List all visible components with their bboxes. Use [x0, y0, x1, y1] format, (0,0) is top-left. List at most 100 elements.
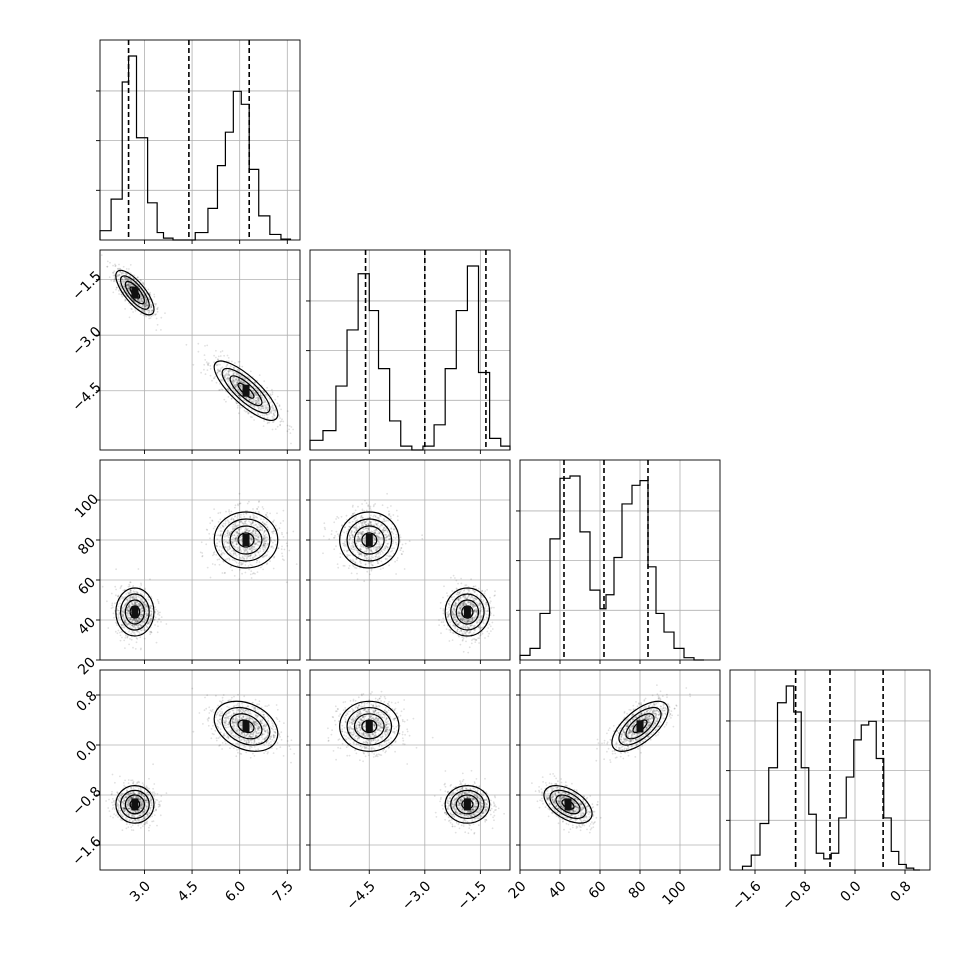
scatter-point	[273, 414, 276, 417]
scatter-point	[129, 284, 132, 287]
scatter-point	[254, 394, 256, 396]
scatter-point	[236, 381, 239, 384]
scatter-point	[140, 289, 142, 291]
scatter-point	[457, 612, 460, 615]
scatter-point	[231, 378, 234, 380]
scatter-point	[257, 399, 260, 402]
hist-1-steps	[309, 265, 511, 451]
scatter-point	[150, 315, 153, 318]
scatter-point	[453, 609, 456, 611]
scatter-point	[249, 403, 252, 405]
scatter-point	[238, 553, 240, 555]
hist-3-steps	[741, 685, 920, 871]
scatter-point	[461, 618, 464, 621]
scatter-point	[146, 310, 149, 312]
scatter-point	[352, 526, 355, 529]
scatter-point	[457, 599, 460, 602]
scatter-point	[224, 535, 226, 538]
scatter-point	[132, 299, 135, 302]
scatter-point	[136, 620, 139, 622]
scatter-point	[215, 364, 218, 367]
scatter-point	[256, 526, 258, 529]
scatter-point	[376, 547, 379, 549]
scatter-point	[244, 571, 247, 574]
scatter-point	[367, 504, 370, 507]
scatter-point	[252, 557, 254, 560]
pair-0-1-contour-0-2	[124, 280, 146, 305]
scatter-point	[488, 623, 491, 626]
scatter-point	[373, 535, 375, 538]
scatter-point	[243, 557, 246, 560]
scatter-point	[478, 601, 481, 603]
scatter-point	[216, 371, 219, 374]
scatter-point	[485, 610, 487, 613]
scatter-point	[378, 542, 381, 545]
scatter-point	[128, 643, 131, 646]
scatter-point	[471, 619, 474, 622]
scatter-point	[145, 611, 148, 614]
scatter-point	[123, 619, 126, 622]
scatter-point	[228, 374, 230, 376]
scatter-point	[447, 615, 449, 618]
scatter-point	[252, 516, 255, 519]
scatter-point	[140, 608, 143, 611]
scatter-point	[372, 519, 374, 522]
scatter-point	[361, 522, 364, 524]
scatter-point	[233, 545, 235, 548]
scatter-point	[258, 374, 261, 376]
scatter-point	[224, 520, 227, 523]
scatter-point	[127, 283, 130, 286]
scatter-point	[117, 629, 120, 632]
scatter-point	[471, 596, 474, 599]
scatter-point	[263, 531, 265, 534]
scatter-point	[133, 624, 136, 626]
scatter-point	[139, 603, 141, 606]
scatter-point	[127, 591, 129, 594]
scatter-point	[473, 625, 475, 627]
scatter-point	[133, 632, 136, 634]
scatter-point	[455, 579, 458, 582]
scatter-point	[480, 598, 482, 601]
scatter-point	[131, 603, 133, 605]
scatter-point	[342, 542, 344, 545]
scatter-point	[261, 396, 264, 399]
scatter-point	[117, 617, 120, 619]
scatter-point	[457, 593, 460, 596]
scatter-point	[237, 547, 240, 550]
scatter-point	[464, 618, 467, 621]
scatter-point	[114, 602, 116, 605]
scatter-point	[379, 545, 381, 548]
scatter-point	[266, 562, 269, 565]
scatter-point	[479, 607, 481, 610]
scatter-point	[348, 534, 351, 537]
scatter-point	[388, 534, 390, 537]
scatter-point	[479, 609, 482, 612]
scatter-point	[124, 589, 126, 591]
scatter-point	[455, 605, 458, 607]
scatter-point	[212, 533, 215, 536]
scatter-point	[226, 546, 229, 548]
scatter-point	[251, 545, 254, 548]
scatter-point	[463, 626, 465, 629]
scatter-point	[459, 617, 461, 620]
scatter-point	[145, 304, 148, 306]
scatter-point	[145, 299, 148, 301]
scatter-point	[128, 583, 131, 586]
scatter-point	[120, 584, 123, 587]
scatter-point	[281, 531, 283, 534]
scatter-point	[458, 612, 460, 615]
scatter-point	[140, 609, 143, 612]
pair-1-2-contour-0-1	[450, 593, 485, 631]
scatter-point	[229, 566, 232, 568]
scatter-point	[135, 601, 138, 604]
scatter-point	[458, 614, 460, 617]
scatter-point	[123, 280, 126, 283]
scatter-point	[238, 492, 241, 495]
scatter-point	[257, 551, 260, 553]
scatter-point	[226, 534, 229, 537]
scatter-point	[236, 531, 239, 534]
scatter-point	[130, 638, 133, 641]
scatter-point	[295, 563, 298, 565]
scatter-point	[201, 555, 204, 558]
scatter-point	[129, 596, 131, 599]
